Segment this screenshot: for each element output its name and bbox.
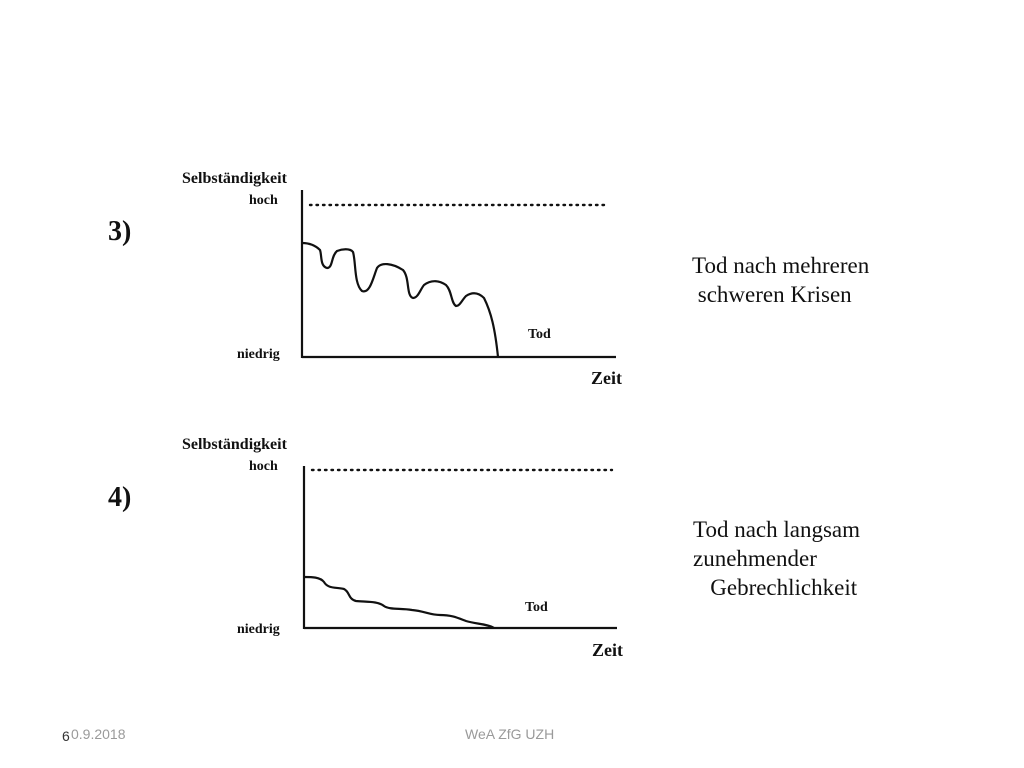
footer-page-number: 6	[62, 728, 70, 744]
panel-4-decline-curve	[303, 575, 495, 629]
panel-3-death-label: Tod	[528, 327, 551, 342]
panel-3-y-axis-title: Selbständigkeit	[182, 170, 287, 187]
panel-4-caption: Tod nach langsam zunehmender Gebrechlich…	[693, 517, 861, 600]
panel-3-low-label: niedrig	[237, 347, 280, 362]
footer-organization: WeA ZfG UZH	[465, 726, 555, 742]
panel-3-axes	[300, 190, 616, 359]
panel-4-high-label: hoch	[249, 459, 278, 474]
panel-4-number: 4)	[108, 482, 132, 513]
panel-3-high-label: hoch	[249, 193, 278, 208]
panel-4-x-axis-label: Zeit	[592, 640, 623, 660]
panel-4-low-label: niedrig	[237, 622, 280, 637]
panel-3-number: 3)	[108, 216, 132, 247]
footer-date: 0.9.2018	[71, 726, 126, 742]
panel-4-y-axis-title: Selbständigkeit	[182, 436, 287, 453]
panel-4-axes	[302, 466, 617, 630]
panel-3-x-axis-label: Zeit	[591, 368, 622, 388]
panel-3-caption: Tod nach mehreren schweren Krisen	[692, 253, 870, 307]
panel-3-decline-curve	[301, 241, 500, 358]
panel-4-death-label: Tod	[525, 600, 548, 615]
